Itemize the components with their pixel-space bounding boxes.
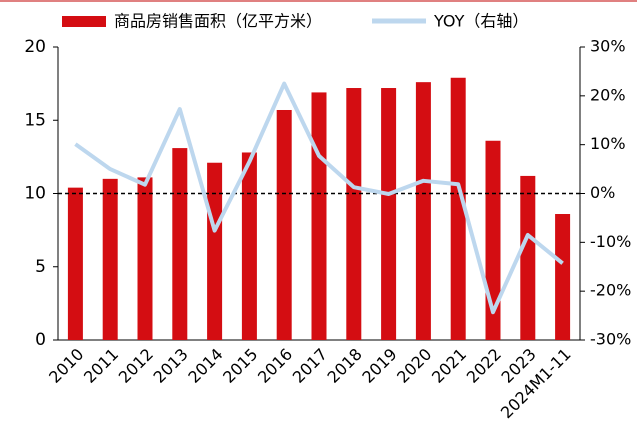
bar — [520, 175, 536, 340]
y-tick-label: 0 — [35, 330, 46, 350]
y-tick-label: 15 — [24, 110, 46, 130]
x-tick-label: 2015 — [219, 345, 261, 387]
bar — [276, 109, 292, 341]
y2-tick-label: 30% — [590, 37, 626, 56]
bar — [415, 82, 431, 340]
y2-tick-label: -30% — [590, 330, 631, 349]
y-tick-label: 20 — [24, 37, 46, 57]
y-tick-label: 5 — [35, 257, 46, 277]
x-tick-label: 2010 — [45, 345, 87, 387]
x-tick-label: 2012 — [115, 345, 157, 387]
x-tick-label: 2021 — [428, 345, 470, 387]
x-tick-label: 2016 — [254, 345, 296, 387]
y2-tick-label: -20% — [590, 281, 631, 300]
x-tick-label: 2022 — [463, 345, 505, 387]
y-tick-label: 10 — [24, 184, 46, 204]
legend-label: YOY（右轴） — [433, 12, 528, 31]
y2-tick-label: 20% — [590, 85, 626, 104]
bar — [381, 88, 397, 341]
x-tick-label: 2011 — [80, 345, 122, 387]
bar — [67, 187, 83, 340]
bar — [172, 148, 188, 340]
x-tick-label: 2017 — [289, 345, 331, 387]
x-tick-label: 2020 — [393, 345, 435, 387]
bar — [241, 152, 257, 340]
bar — [102, 178, 118, 340]
y2-tick-label: 0% — [590, 183, 615, 202]
x-tick-label: 2014 — [184, 345, 226, 387]
line — [74, 81, 564, 315]
bar — [311, 92, 327, 340]
y2-tick-label: 10% — [590, 134, 626, 153]
bar — [485, 140, 501, 340]
bar — [450, 77, 466, 340]
bar — [207, 162, 223, 340]
bar — [137, 177, 153, 340]
y2-tick-label: -10% — [590, 232, 631, 251]
legend-swatch — [62, 16, 106, 27]
x-tick-label: 2013 — [150, 345, 192, 387]
legend-label: 商品房销售面积（亿平方米） — [114, 12, 322, 31]
x-tick-label: 2019 — [358, 345, 400, 387]
bar — [346, 88, 362, 341]
x-tick-label: 2018 — [324, 345, 366, 387]
bar — [555, 214, 571, 340]
